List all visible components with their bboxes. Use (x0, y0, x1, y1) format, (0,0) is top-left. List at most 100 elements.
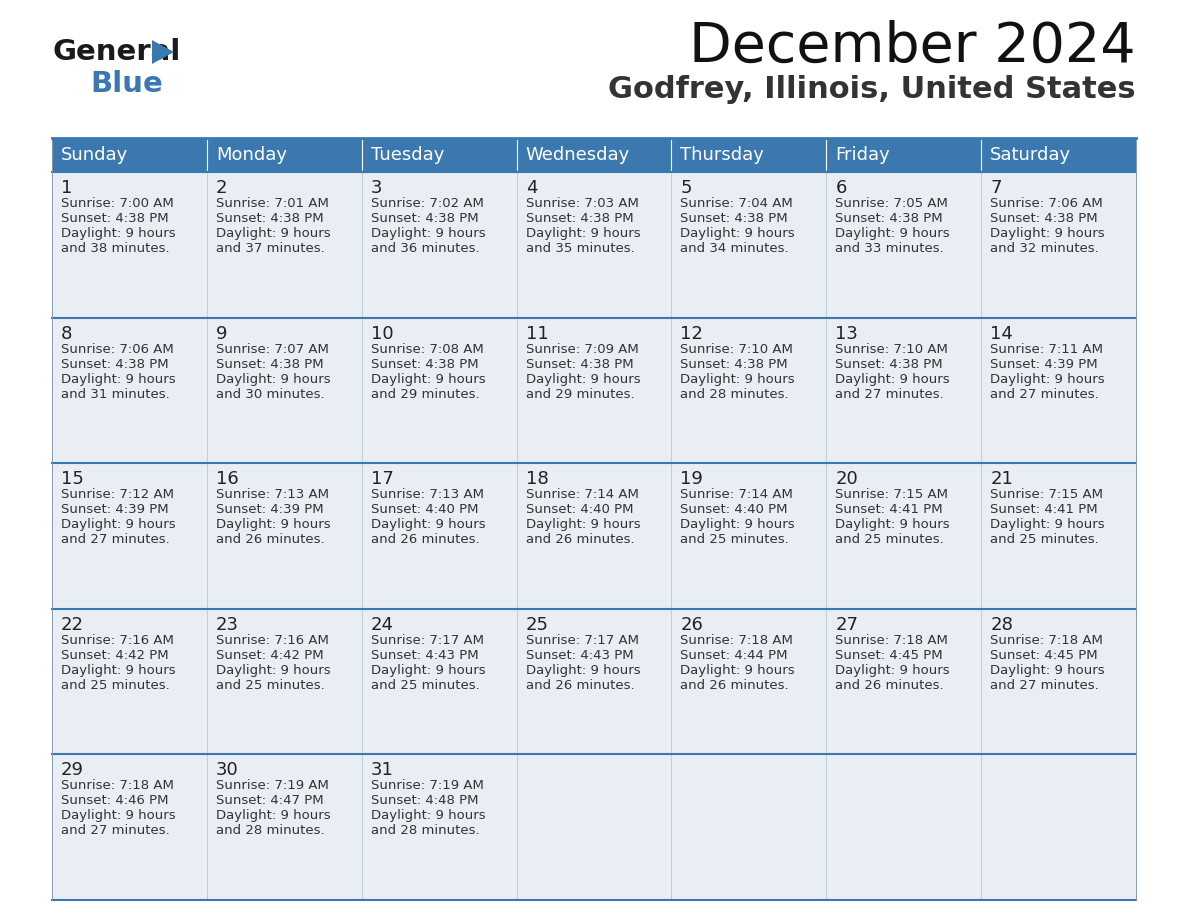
Text: and 28 minutes.: and 28 minutes. (681, 387, 789, 400)
Text: Sunset: 4:39 PM: Sunset: 4:39 PM (216, 503, 323, 516)
Text: Sunrise: 7:17 AM: Sunrise: 7:17 AM (525, 633, 639, 647)
Text: and 27 minutes.: and 27 minutes. (990, 387, 1099, 400)
Text: Sunrise: 7:08 AM: Sunrise: 7:08 AM (371, 342, 484, 355)
Text: 16: 16 (216, 470, 239, 488)
Text: Sunrise: 7:19 AM: Sunrise: 7:19 AM (216, 779, 329, 792)
Text: Sunset: 4:38 PM: Sunset: 4:38 PM (681, 358, 788, 371)
Text: 13: 13 (835, 325, 858, 342)
Text: Sunrise: 7:14 AM: Sunrise: 7:14 AM (681, 488, 794, 501)
Bar (827, 172, 981, 318)
Bar (981, 464, 1136, 609)
Text: Sunset: 4:43 PM: Sunset: 4:43 PM (525, 649, 633, 662)
Bar (827, 464, 981, 609)
Text: Sunrise: 7:13 AM: Sunrise: 7:13 AM (216, 488, 329, 501)
Bar (361, 318, 517, 464)
Bar (52, 609, 207, 755)
Text: Daylight: 9 hours: Daylight: 9 hours (525, 373, 640, 386)
Bar (827, 755, 981, 900)
Text: Sunset: 4:38 PM: Sunset: 4:38 PM (835, 358, 943, 371)
Text: Sunrise: 7:04 AM: Sunrise: 7:04 AM (681, 197, 794, 210)
Text: Sunrise: 7:05 AM: Sunrise: 7:05 AM (835, 197, 948, 210)
Text: Sunrise: 7:18 AM: Sunrise: 7:18 AM (681, 633, 794, 647)
Text: Daylight: 9 hours: Daylight: 9 hours (216, 664, 330, 677)
Text: and 26 minutes.: and 26 minutes. (681, 678, 789, 692)
Text: Sunset: 4:38 PM: Sunset: 4:38 PM (525, 358, 633, 371)
Polygon shape (152, 40, 173, 64)
Bar (671, 172, 827, 318)
Text: and 28 minutes.: and 28 minutes. (371, 824, 479, 837)
Text: Sunrise: 7:15 AM: Sunrise: 7:15 AM (990, 488, 1104, 501)
Bar (981, 318, 1136, 464)
Text: Sunrise: 7:06 AM: Sunrise: 7:06 AM (990, 197, 1102, 210)
Text: Daylight: 9 hours: Daylight: 9 hours (371, 518, 486, 532)
Text: Sunrise: 7:12 AM: Sunrise: 7:12 AM (61, 488, 173, 501)
Text: Daylight: 9 hours: Daylight: 9 hours (990, 373, 1105, 386)
Text: Sunset: 4:38 PM: Sunset: 4:38 PM (61, 358, 169, 371)
Text: Sunrise: 7:10 AM: Sunrise: 7:10 AM (835, 342, 948, 355)
Bar (981, 172, 1136, 318)
Text: 2: 2 (216, 179, 227, 197)
Text: 10: 10 (371, 325, 393, 342)
Text: Sunset: 4:40 PM: Sunset: 4:40 PM (681, 503, 788, 516)
Text: Daylight: 9 hours: Daylight: 9 hours (216, 227, 330, 240)
Text: and 25 minutes.: and 25 minutes. (990, 533, 1099, 546)
Bar (361, 755, 517, 900)
Text: Daylight: 9 hours: Daylight: 9 hours (681, 373, 795, 386)
Text: Daylight: 9 hours: Daylight: 9 hours (990, 664, 1105, 677)
Bar (361, 464, 517, 609)
Text: 15: 15 (61, 470, 84, 488)
Text: 3: 3 (371, 179, 383, 197)
Bar (207, 172, 361, 318)
Text: Monday: Monday (216, 146, 286, 164)
Bar (671, 318, 827, 464)
Bar (827, 318, 981, 464)
Text: 8: 8 (61, 325, 72, 342)
Bar (517, 609, 671, 755)
Bar (207, 464, 361, 609)
Text: Daylight: 9 hours: Daylight: 9 hours (525, 518, 640, 532)
Text: Sunrise: 7:01 AM: Sunrise: 7:01 AM (216, 197, 329, 210)
Bar (671, 464, 827, 609)
Text: and 29 minutes.: and 29 minutes. (371, 387, 479, 400)
Text: 24: 24 (371, 616, 393, 633)
Text: and 34 minutes.: and 34 minutes. (681, 242, 789, 255)
Text: Daylight: 9 hours: Daylight: 9 hours (61, 518, 176, 532)
Text: Daylight: 9 hours: Daylight: 9 hours (525, 664, 640, 677)
Text: and 25 minutes.: and 25 minutes. (835, 533, 944, 546)
Bar (361, 172, 517, 318)
Text: 31: 31 (371, 761, 393, 779)
Text: Sunrise: 7:18 AM: Sunrise: 7:18 AM (835, 633, 948, 647)
Text: 22: 22 (61, 616, 84, 633)
Text: Sunset: 4:38 PM: Sunset: 4:38 PM (681, 212, 788, 225)
Text: 29: 29 (61, 761, 84, 779)
Text: Daylight: 9 hours: Daylight: 9 hours (371, 664, 486, 677)
Text: Daylight: 9 hours: Daylight: 9 hours (990, 227, 1105, 240)
Text: and 27 minutes.: and 27 minutes. (61, 533, 170, 546)
Text: 9: 9 (216, 325, 227, 342)
Text: Sunset: 4:43 PM: Sunset: 4:43 PM (371, 649, 479, 662)
Text: Daylight: 9 hours: Daylight: 9 hours (371, 373, 486, 386)
Text: Sunset: 4:38 PM: Sunset: 4:38 PM (371, 358, 479, 371)
Text: Sunrise: 7:06 AM: Sunrise: 7:06 AM (61, 342, 173, 355)
Text: Daylight: 9 hours: Daylight: 9 hours (835, 518, 950, 532)
Bar (517, 172, 671, 318)
Text: and 26 minutes.: and 26 minutes. (835, 678, 944, 692)
Text: 19: 19 (681, 470, 703, 488)
Text: Sunrise: 7:16 AM: Sunrise: 7:16 AM (216, 633, 329, 647)
Text: 17: 17 (371, 470, 393, 488)
Text: Sunrise: 7:19 AM: Sunrise: 7:19 AM (371, 779, 484, 792)
Text: 5: 5 (681, 179, 691, 197)
Bar (827, 609, 981, 755)
Bar (52, 318, 207, 464)
Text: Sunrise: 7:18 AM: Sunrise: 7:18 AM (61, 779, 173, 792)
Text: Sunset: 4:44 PM: Sunset: 4:44 PM (681, 649, 788, 662)
Bar (207, 755, 361, 900)
Text: Blue: Blue (90, 70, 163, 98)
Text: and 25 minutes.: and 25 minutes. (371, 678, 480, 692)
Text: Daylight: 9 hours: Daylight: 9 hours (681, 227, 795, 240)
Text: Sunday: Sunday (61, 146, 128, 164)
Bar (517, 464, 671, 609)
Text: and 27 minutes.: and 27 minutes. (61, 824, 170, 837)
Text: and 32 minutes.: and 32 minutes. (990, 242, 1099, 255)
Text: Daylight: 9 hours: Daylight: 9 hours (835, 227, 950, 240)
